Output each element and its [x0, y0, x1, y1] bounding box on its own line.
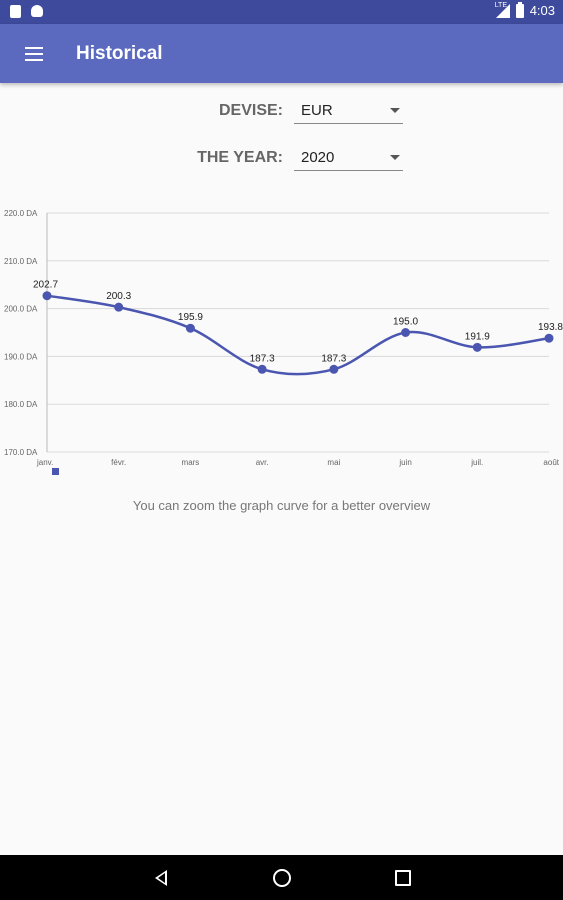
navigation-bar [0, 855, 563, 900]
data-label: 187.3 [250, 353, 275, 364]
recent-apps-button[interactable] [392, 867, 414, 889]
sd-card-icon [10, 5, 21, 18]
data-label: 187.3 [321, 353, 346, 364]
dropdown-arrow-icon [390, 155, 400, 160]
devise-label: DEVISE: [218, 102, 283, 119]
y-tick-label: 220.0 DA [4, 209, 38, 218]
data-point[interactable] [544, 333, 554, 343]
back-button[interactable] [150, 867, 172, 889]
x-tick-label: mars [182, 458, 200, 467]
data-label: 193.8 [538, 322, 563, 333]
y-tick-label: 170.0 DA [4, 448, 38, 457]
year-label: THE YEAR: [197, 149, 283, 166]
x-tick-label: juil. [470, 458, 483, 467]
status-time: 4:03 [529, 3, 555, 18]
menu-icon-bar [25, 59, 43, 61]
y-tick-label: 200.0 DA [4, 305, 38, 314]
status-bar: LTE 4:03 [0, 0, 563, 24]
x-tick-label: janv. [36, 458, 53, 467]
y-tick-label: 190.0 DA [4, 352, 38, 361]
data-label: 202.7 [33, 280, 58, 291]
data-point[interactable] [329, 364, 339, 374]
legend-swatch [52, 468, 59, 475]
data-label: 195.0 [393, 317, 418, 328]
home-button[interactable] [271, 867, 293, 889]
x-tick-label: févr. [111, 458, 126, 467]
data-point[interactable] [114, 302, 124, 312]
devise-value: EUR [301, 102, 333, 119]
y-tick-label: 180.0 DA [4, 400, 38, 409]
zoom-hint: You can zoom the graph curve for a bette… [132, 498, 431, 513]
data-label: 191.9 [465, 331, 490, 342]
menu-icon [25, 47, 43, 49]
x-tick-label: mai [327, 458, 340, 467]
data-point[interactable] [185, 323, 195, 333]
year-select[interactable]: 2020 [294, 146, 403, 171]
devise-select[interactable]: EUR [294, 99, 403, 124]
x-tick-label: avr. [256, 458, 269, 467]
x-tick-label: août [543, 458, 559, 467]
battery-icon [515, 1, 524, 18]
app-bar: Historical [0, 24, 563, 83]
data-point[interactable] [472, 342, 482, 352]
data-label: 200.3 [106, 291, 131, 302]
history-chart[interactable]: 170.0 DA 180.0 DA 190.0 DA 200.0 DA 210.0 DA… [0, 200, 563, 485]
network-type: LTE [494, 1, 508, 9]
menu-icon-bar [25, 53, 43, 55]
data-point[interactable] [42, 291, 52, 301]
dropdown-arrow-icon [390, 108, 400, 113]
android-icon [31, 5, 43, 17]
data-point[interactable] [401, 328, 411, 337]
data-label: 195.9 [178, 312, 203, 323]
year-value: 2020 [301, 149, 335, 166]
page-title: Historical [76, 43, 163, 64]
data-point[interactable] [257, 364, 267, 374]
menu-button[interactable] [16, 39, 46, 69]
series-line [46, 294, 550, 376]
y-tick-label: 210.0 DA [4, 257, 38, 266]
signal-icon: LTE [494, 1, 510, 18]
x-tick-label: juin [398, 458, 411, 467]
